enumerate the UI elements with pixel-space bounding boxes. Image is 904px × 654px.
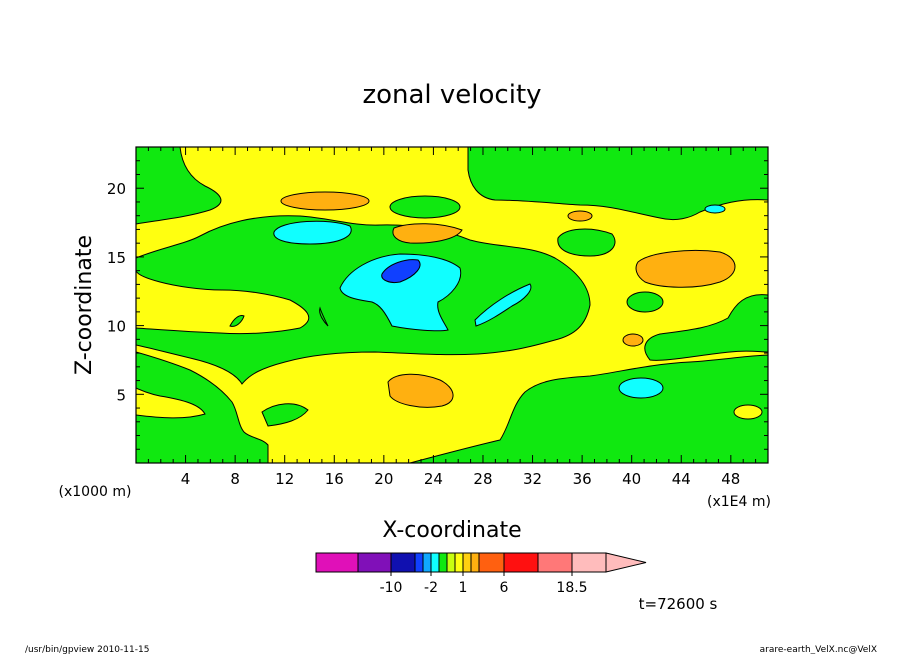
contour-region — [474, 283, 532, 327]
contour-region — [261, 403, 309, 427]
contour-region — [229, 315, 245, 327]
y-axis-label: Z-coordinate — [72, 235, 97, 375]
x-tick-label: 32 — [523, 470, 542, 488]
colorbar-tick-label: -2 — [424, 580, 438, 596]
contour-region — [273, 220, 352, 245]
colorbar-swatch — [462, 552, 472, 573]
colorbar-swatch — [470, 552, 480, 573]
contour-region — [381, 259, 421, 283]
time-label: t=72600 s — [639, 595, 718, 613]
colorbar-tick-label: 1 — [459, 580, 468, 596]
colorbar-tick-label: 6 — [500, 580, 509, 596]
colorbar-swatch — [478, 552, 505, 573]
contour-region — [319, 306, 329, 327]
x-tick-label: 44 — [672, 470, 691, 488]
contour-region — [409, 354, 768, 463]
colorbar-tick-label: 18.5 — [556, 580, 587, 596]
contour-region — [644, 294, 768, 361]
x-tick-label: 48 — [721, 470, 740, 488]
colorbar-swatch — [390, 552, 416, 573]
colorbar-swatch — [446, 552, 456, 573]
contour-region — [389, 195, 461, 219]
contour-region — [136, 147, 222, 225]
contour-region — [626, 291, 664, 313]
contour-region — [339, 253, 462, 332]
contour-region — [635, 250, 736, 288]
colorbar-swatch — [357, 552, 392, 573]
y-axis-unit: (x1000 m) — [59, 484, 132, 500]
x-axis-unit: (x1E4 m) — [707, 494, 771, 510]
colorbar-swatch — [430, 552, 440, 573]
x-tick-label: 16 — [325, 470, 344, 488]
contour-region — [733, 404, 763, 420]
x-tick-label: 12 — [275, 470, 294, 488]
chart-title: zonal velocity — [362, 80, 541, 110]
colorbar-swatch — [503, 552, 539, 573]
x-tick-label: 24 — [424, 470, 443, 488]
contour-region — [618, 377, 664, 399]
contour-region — [387, 373, 454, 408]
colorbar-swatch — [315, 552, 359, 573]
plot-area — [135, 146, 769, 464]
x-tick-label: 28 — [473, 470, 492, 488]
y-tick-label: 5 — [116, 386, 126, 404]
contour-region — [557, 228, 616, 257]
footer-left: /usr/bin/gpview 2010-11-15 — [25, 645, 149, 654]
y-tick-label: 10 — [107, 318, 126, 336]
x-tick-label: 20 — [374, 470, 393, 488]
contour-region — [136, 351, 269, 463]
colorbar-swatch — [414, 552, 424, 573]
contour-region — [280, 191, 370, 211]
colorbar-swatch — [422, 552, 432, 573]
colorbar: -10 -2 1 6 18.5 — [315, 552, 647, 596]
colorbar-swatch — [454, 552, 464, 573]
contour-region — [392, 223, 463, 244]
x-tick-label: 8 — [230, 470, 240, 488]
colorbar-tick-label: -10 — [380, 580, 403, 596]
contour-region — [704, 204, 726, 214]
colorbar-extend-arrow — [605, 552, 647, 573]
x-tick-label: 40 — [622, 470, 641, 488]
contour-region — [567, 210, 593, 222]
footer-right: arare-earth_VelX.nc@VelX — [760, 645, 877, 654]
contour-region — [622, 333, 644, 347]
x-tick-label: 4 — [181, 470, 191, 488]
y-tick-label: 15 — [107, 249, 126, 267]
colorbar-swatch — [537, 552, 573, 573]
x-tick-label: 36 — [573, 470, 592, 488]
y-tick-label: 20 — [107, 180, 126, 198]
x-axis-label: X-coordinate — [382, 518, 521, 543]
colorbar-swatch — [571, 552, 607, 573]
colorbar-swatch — [438, 552, 448, 573]
